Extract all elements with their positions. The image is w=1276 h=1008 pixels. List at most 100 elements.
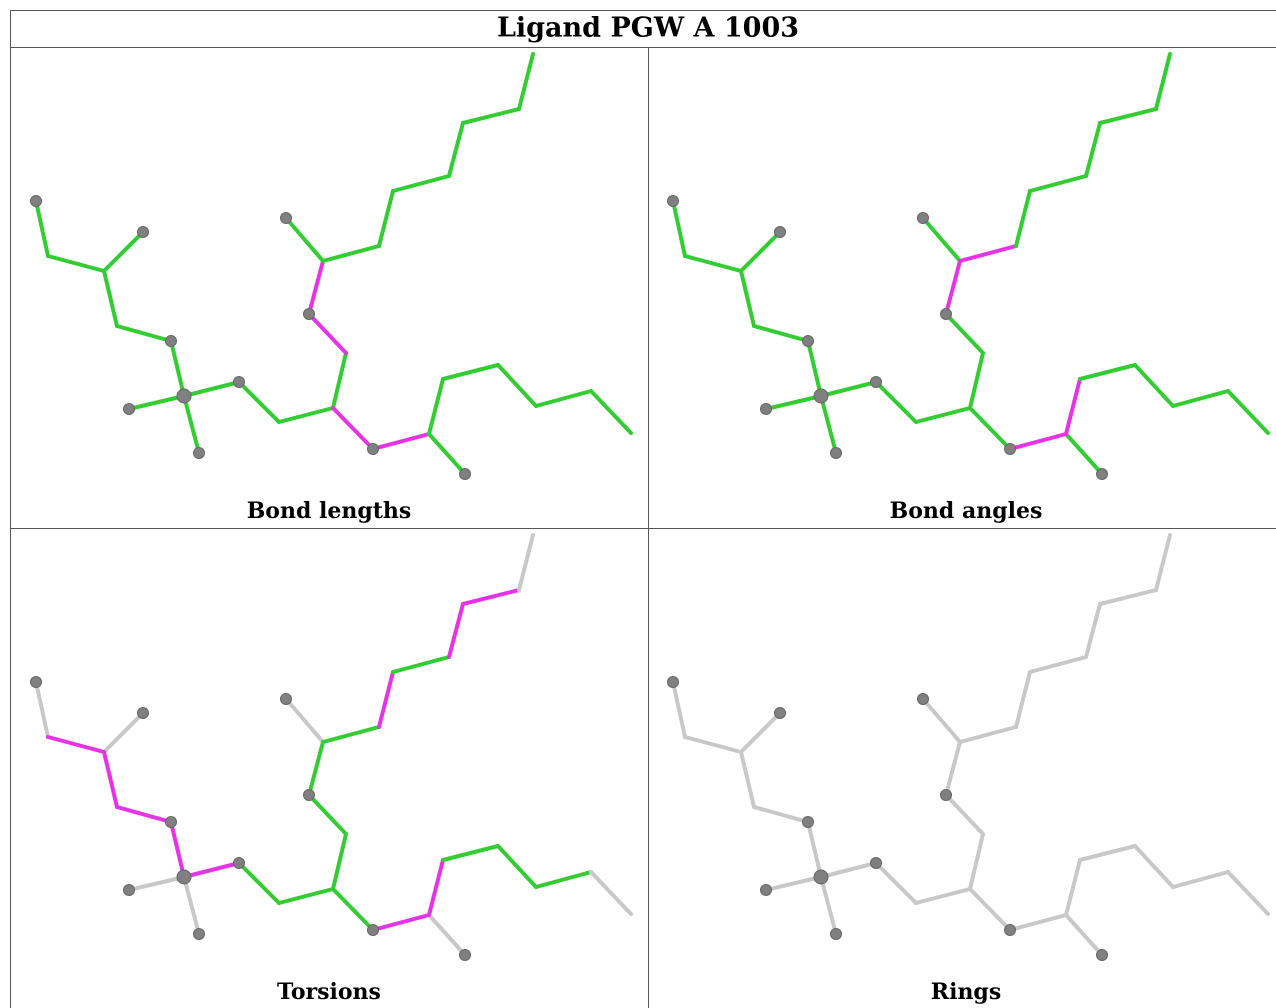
bond [671,199,687,258]
atom [830,928,842,940]
bond [958,244,1018,263]
bond [819,861,878,879]
bond [447,121,465,178]
panel-caption: Bond lengths [247,498,412,524]
panel [30,52,633,480]
atom [1096,468,1108,480]
atom [123,403,135,415]
atom [802,335,814,347]
atom [940,308,952,320]
bond [1008,432,1068,451]
atom [193,928,205,940]
bond [683,735,743,754]
atom [137,226,149,238]
atom [367,443,379,455]
atom [774,226,786,238]
bond [182,394,201,455]
bond [277,887,335,905]
atom [667,195,679,207]
bond [115,324,173,343]
bond [284,216,325,263]
bond [914,887,972,905]
bond [461,107,521,125]
bond [534,389,593,408]
bond [1014,189,1032,248]
bond [1154,52,1172,111]
bond [764,394,823,411]
bond [1078,363,1137,381]
atom [137,707,149,719]
bond [921,216,962,263]
panel-caption: Torsions [277,979,381,1005]
atom [303,789,315,801]
atom [870,857,882,869]
bond [589,870,633,916]
bond [739,269,756,328]
bond [874,861,918,905]
bond [1084,121,1102,178]
bond [1064,858,1082,917]
bond [34,680,50,739]
bond [441,363,500,381]
bond [102,750,119,809]
title: Ligand PGW A 1003 [497,13,799,44]
bond [169,339,186,398]
bond [968,351,985,410]
atom [760,403,772,415]
bond [34,199,50,258]
bond [496,363,538,408]
bond [496,844,538,889]
bond [1028,174,1088,193]
bond [921,697,962,744]
atom [367,924,379,936]
bond [127,394,186,411]
bond [169,820,186,879]
bond [237,861,281,905]
panel [667,533,1270,961]
bond [1064,913,1104,957]
bond [1098,107,1158,125]
bond [819,394,838,455]
atom [459,468,471,480]
bond [1133,363,1175,408]
bond [115,805,173,824]
bond [958,725,1018,744]
bond [806,820,823,879]
bond [1098,588,1158,606]
bond [1014,670,1032,729]
bond [944,793,985,836]
atom [1004,924,1016,936]
bond [944,312,985,355]
atom [917,693,929,705]
bond [1064,432,1104,476]
bond [671,680,687,739]
bond [944,259,962,316]
panel-caption: Rings [931,979,1001,1005]
bond [1064,377,1082,436]
atom [30,195,42,207]
bond [819,380,878,398]
atom [813,388,829,404]
bond [377,189,395,248]
bond [819,875,838,936]
bond [1154,533,1172,592]
atom [123,884,135,896]
bond [427,377,445,436]
bond [739,230,782,273]
atom [176,388,192,404]
bond [391,174,451,193]
bond [102,230,145,273]
atom [165,816,177,828]
bond [102,711,145,754]
bond [182,380,241,398]
bond [1008,913,1068,932]
bond [307,312,348,355]
bond [944,740,962,797]
bond [752,324,810,343]
bond [391,655,451,674]
atom [667,676,679,688]
bond [874,380,918,424]
bond [589,389,633,435]
bond [461,588,521,606]
bond [321,725,381,744]
